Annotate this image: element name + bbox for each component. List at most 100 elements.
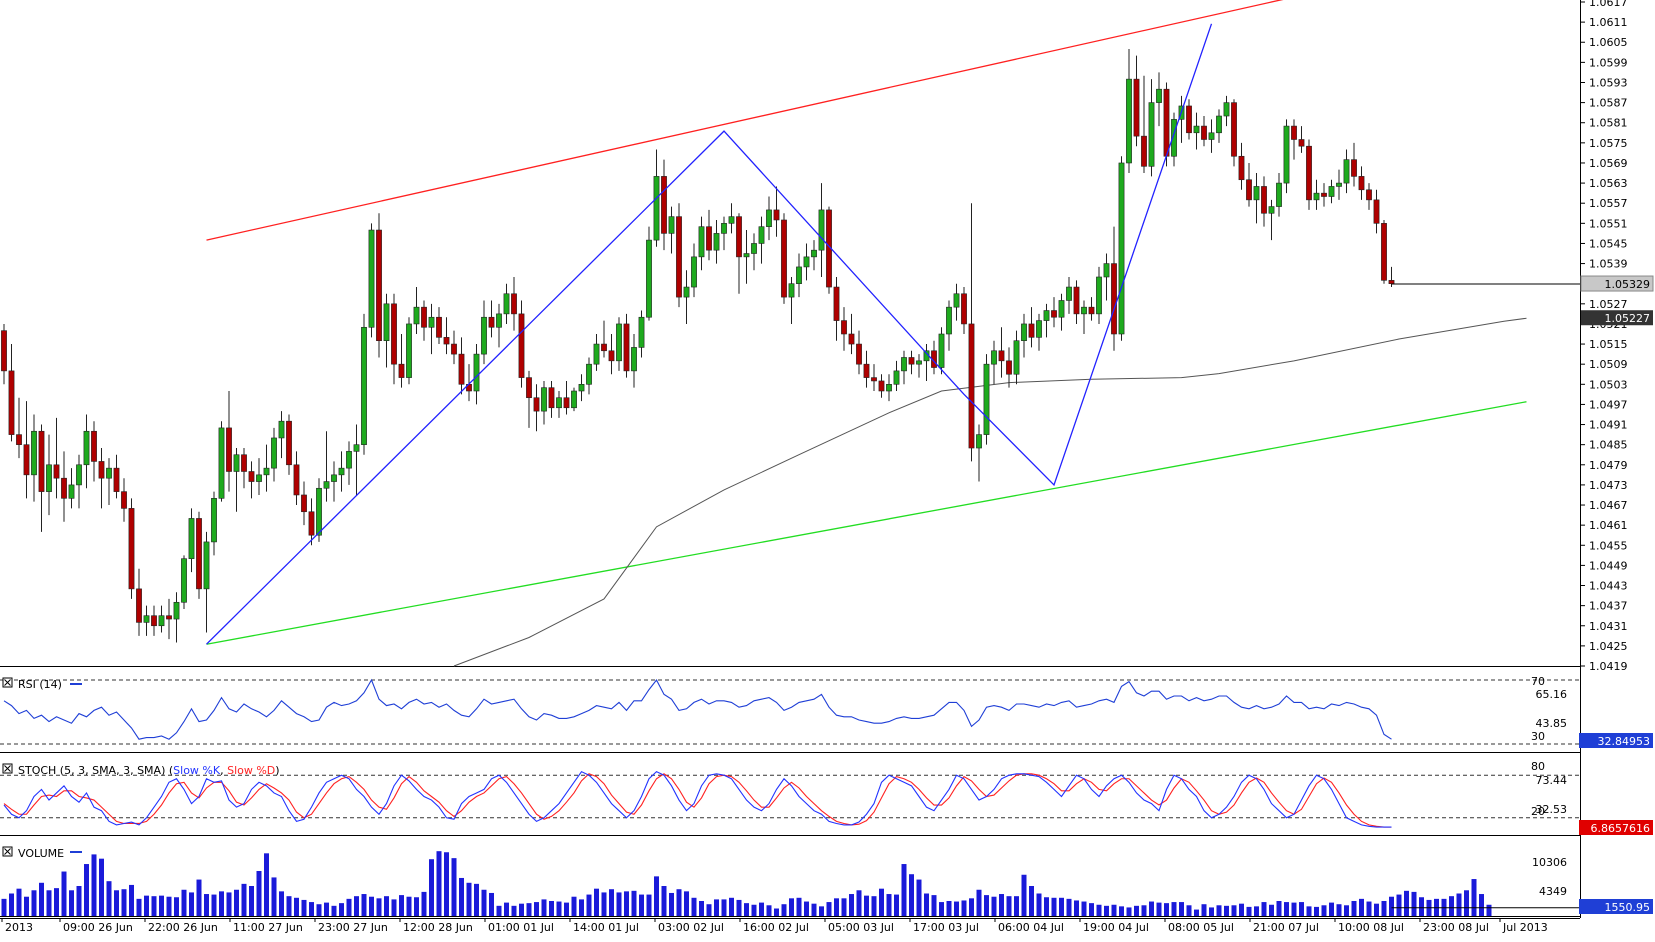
candle-body[interactable] [886,384,892,392]
candle-body[interactable] [1366,189,1372,201]
candle-body[interactable] [713,233,720,251]
volume-bar[interactable] [999,894,1004,916]
volume-bar[interactable] [76,886,82,916]
candle-body[interactable] [781,219,787,298]
candle-body[interactable] [1186,105,1192,134]
candle-body[interactable] [241,454,247,472]
volume-bar[interactable] [1051,897,1057,916]
volume-bar[interactable] [31,890,37,916]
volume-bar[interactable] [256,871,262,916]
candle-body[interactable] [143,615,150,623]
volume-bar[interactable] [129,884,134,916]
candle-body[interactable] [758,226,765,244]
volume-bar[interactable] [706,904,712,916]
volume-bar[interactable] [759,902,764,916]
volume-bar[interactable] [1164,903,1169,916]
volume-bar[interactable] [834,898,839,916]
candle-body[interactable] [151,615,157,627]
volume-bar[interactable] [639,894,644,916]
candle-body[interactable] [226,427,232,472]
candle-body[interactable] [181,558,187,603]
volume-bar[interactable] [1456,893,1462,917]
volume-bar[interactable] [1194,909,1199,916]
volume-bar[interactable] [174,897,179,916]
candle-body[interactable] [83,430,90,466]
volume-bar[interactable] [924,893,929,917]
candle-body[interactable] [751,243,757,254]
candle-body[interactable] [833,286,840,321]
candle-body[interactable] [121,491,127,509]
volume-bar[interactable] [324,902,329,916]
volume-bar[interactable] [1059,897,1064,916]
candle-body[interactable] [586,363,592,385]
price-panel[interactable] [1,0,1580,667]
volume-bar[interactable] [1066,898,1072,916]
candle-body[interactable] [863,363,870,378]
candle-body[interactable] [1141,135,1147,167]
volume-bar[interactable] [1321,905,1327,916]
candle-body[interactable] [1201,125,1207,140]
candle-body[interactable] [53,464,60,479]
volume-bar[interactable] [1374,903,1379,916]
candle-body[interactable] [68,484,75,499]
candle-body[interactable] [308,511,315,536]
volume-bar[interactable] [459,877,464,916]
volume-bar[interactable] [121,889,127,916]
candle-body[interactable] [548,387,555,409]
volume-bar[interactable] [91,854,97,916]
volume-bar[interactable] [1314,906,1319,916]
volume-bar[interactable] [1411,891,1417,916]
volume-bar[interactable] [159,895,164,916]
volume-bar[interactable] [1464,890,1469,916]
candle-body[interactable] [1276,182,1282,207]
candle-body[interactable] [953,293,960,308]
candle-body[interactable] [503,293,510,315]
volume-bar[interactable] [931,895,937,916]
volume-bar[interactable] [1359,898,1364,916]
candle-body[interactable] [481,316,487,355]
candle-body[interactable] [128,508,135,590]
volume-bar[interactable] [676,889,682,916]
candle-body[interactable] [1171,119,1177,157]
candle-body[interactable] [488,316,495,328]
volume-bar[interactable] [309,902,314,916]
volume-bar[interactable] [1404,890,1409,916]
candle-body[interactable] [736,216,742,258]
candle-body[interactable] [1103,263,1110,278]
candle-body[interactable] [893,370,900,385]
volume-bar[interactable] [279,891,284,916]
volume-bar[interactable] [961,900,967,916]
volume-bar[interactable] [1396,894,1402,916]
candle-body[interactable] [473,353,480,392]
candle-body[interactable] [353,444,360,452]
volume-bar[interactable] [541,899,547,916]
volume-bar[interactable] [1096,904,1102,916]
volume-bar[interactable] [1126,907,1132,916]
volume-panel[interactable] [1,851,1581,917]
volume-bar[interactable] [1014,896,1019,916]
candle-body[interactable] [248,471,255,482]
candle-body[interactable] [1223,102,1230,117]
volume-bar[interactable] [406,896,412,916]
volume-bar[interactable] [391,899,397,916]
volume-bar[interactable] [526,903,532,916]
candle-body[interactable] [443,337,450,345]
volume-bar[interactable] [61,871,67,916]
candle-body[interactable] [1253,186,1260,201]
candle-body[interactable] [428,316,435,328]
candle-body[interactable] [23,444,30,476]
volume-bar[interactable] [819,906,824,916]
candle-body[interactable] [728,216,735,224]
volume-bar[interactable] [736,899,742,916]
candle-body[interactable] [1073,286,1080,315]
volume-bar[interactable] [1254,906,1259,916]
candle-body[interactable] [623,323,630,372]
volume-bar[interactable] [609,889,614,916]
volume-bar[interactable] [849,894,854,916]
candle-body[interactable] [1193,125,1200,134]
candle-body[interactable] [1343,159,1350,184]
volume-bar[interactable] [9,893,14,917]
time-axis[interactable]: 2013 09:00 26 Jun 22:00 26 Jun 11:00 27 Jun… [1,918,1548,934]
volume-bar[interactable] [699,901,704,916]
candle-body[interactable] [256,474,262,482]
